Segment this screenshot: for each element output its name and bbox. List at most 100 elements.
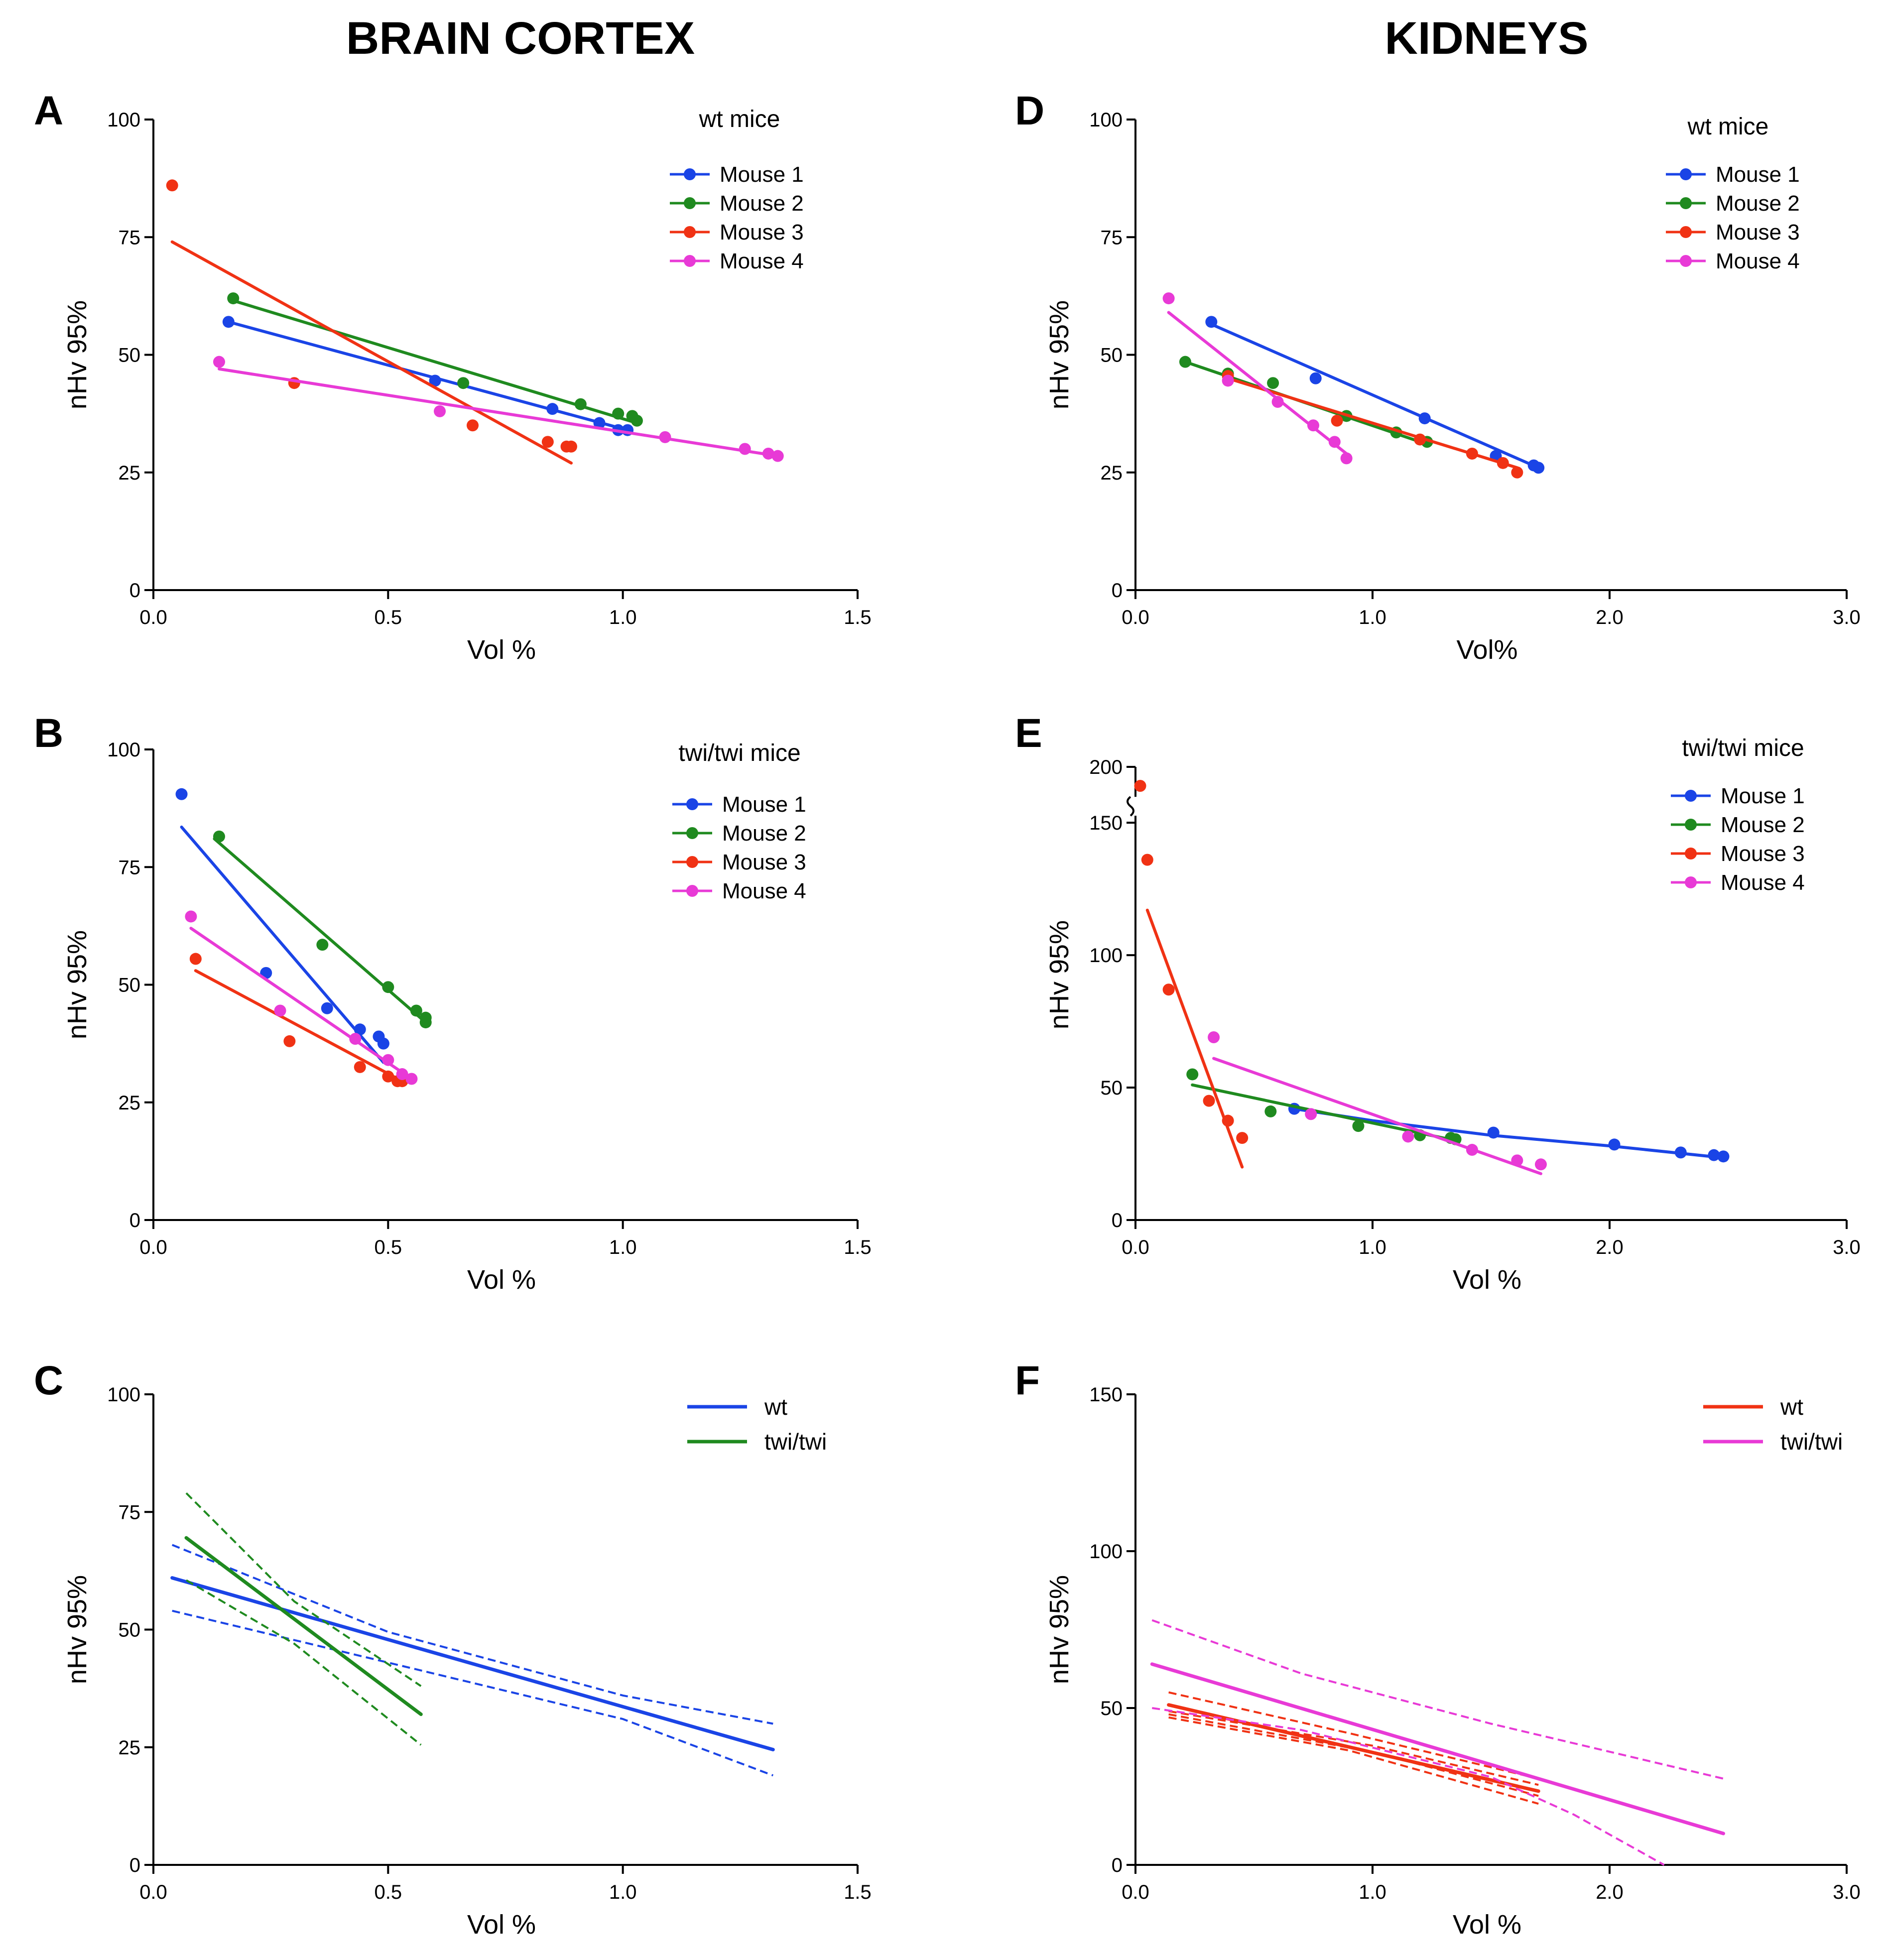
- data-point: [1331, 414, 1343, 427]
- data-point: [1414, 433, 1426, 446]
- panel-label-E: E: [1015, 711, 1042, 756]
- fit-line: [1145, 908, 1244, 1169]
- legend-label: Mouse 2: [720, 191, 804, 216]
- fit-line: [227, 320, 629, 432]
- legend-marker: [686, 798, 698, 810]
- data-point: [354, 1061, 366, 1073]
- x-tick-label: 1.0: [609, 1881, 637, 1903]
- x-tick-label: 1.5: [844, 1881, 872, 1903]
- y-tick-label: 50: [1101, 1698, 1123, 1719]
- data-point: [1402, 1130, 1414, 1143]
- data-point: [283, 1035, 296, 1047]
- legend-title: wt mice: [1687, 114, 1769, 140]
- data-point: [354, 1023, 366, 1036]
- legend-marker: [1680, 226, 1692, 238]
- y-tick-label: 25: [119, 1092, 141, 1114]
- fit-line: [1212, 1057, 1542, 1175]
- data-point: [1307, 419, 1319, 432]
- panel-B: B 0 25 50 75 100 0.0 0.5 1.0 1.5 Vol % nHv 95% Mouse…: [34, 711, 872, 1295]
- data-point: [630, 414, 643, 427]
- y-tick-label: 50: [119, 975, 141, 996]
- x-axis-label: Vol %: [1453, 1265, 1521, 1295]
- x-tick-label: 1.0: [609, 607, 637, 628]
- y-axis-label: nHv 95%: [1044, 920, 1074, 1029]
- legend-label: wt: [1780, 1394, 1803, 1420]
- data-point: [377, 1037, 389, 1050]
- y-axis-label: nHv 95%: [62, 300, 92, 409]
- data-point: [467, 419, 479, 432]
- legend-marker: [686, 885, 698, 897]
- x-tick-label: 1.0: [609, 1236, 637, 1258]
- series-mouse-1: [175, 788, 389, 1064]
- y-tick-label: 0: [1112, 1210, 1123, 1231]
- legend-label: Mouse 4: [1716, 249, 1800, 273]
- y-axis-label: nHv 95%: [62, 1575, 92, 1684]
- fit-line: [1210, 323, 1540, 470]
- data-point: [213, 356, 225, 368]
- data-point: [222, 316, 235, 328]
- fit-line: [218, 367, 779, 458]
- data-point: [1222, 1114, 1234, 1127]
- x-axis-label: Vol %: [467, 1265, 536, 1295]
- legend-title: twi/twi mice: [678, 740, 800, 766]
- panel-D: D 0 25 50 75 100 0.0 1.0 2.0 3.0 Vol% nHv 95% Mouse …: [1015, 88, 1861, 665]
- x-tick-label: 0.5: [375, 1236, 402, 1258]
- x-tick-label: 0.0: [1122, 1236, 1149, 1258]
- x-tick-label: 1.0: [1359, 607, 1386, 628]
- data-point: [1203, 1095, 1215, 1107]
- y-tick-label: 100: [1089, 945, 1123, 967]
- legend-marker: [686, 827, 698, 839]
- series-mouse-3: [1222, 370, 1523, 479]
- data-point: [762, 447, 774, 460]
- legend-marker: [1685, 790, 1697, 802]
- ci-upper-line: [185, 1492, 422, 1687]
- fit-line: [170, 240, 573, 465]
- panel-C: C 0 25 50 75 100 0.0 0.5 1.0 1.5 Vol % nHv 95% wt twi…: [34, 1358, 872, 1940]
- data-point: [1497, 457, 1509, 469]
- data-point: [1141, 854, 1153, 866]
- series-wt: [1167, 1691, 1540, 1805]
- y-axis-label: nHv 95%: [62, 930, 92, 1039]
- series-mouse-2: [1186, 1068, 1462, 1145]
- panel-label-D: D: [1015, 88, 1044, 133]
- panel-label-C: C: [34, 1358, 63, 1403]
- x-tick-label: 0.0: [1122, 1881, 1149, 1903]
- series-mouse-1: [1205, 316, 1545, 474]
- y-tick-label: 0: [129, 580, 140, 602]
- data-point: [382, 1054, 394, 1066]
- ci-upper-line: [1168, 1691, 1539, 1780]
- series-mouse-3: [1134, 780, 1249, 1169]
- y-tick-label: 50: [119, 345, 141, 367]
- legend-marker: [1680, 255, 1692, 267]
- x-tick-label: 1.5: [844, 607, 872, 628]
- series-mouse-4: [1208, 1031, 1547, 1175]
- data-point: [1708, 1149, 1720, 1161]
- x-tick-label: 3.0: [1833, 1236, 1861, 1258]
- data-point: [541, 436, 554, 448]
- data-point: [213, 830, 225, 843]
- ci-upper-line: [1168, 1710, 1539, 1786]
- y-tick-label: 100: [107, 109, 140, 131]
- legend-marker: [1680, 197, 1692, 209]
- series-mouse-4: [1162, 292, 1353, 465]
- y-tick-label: 25: [1101, 462, 1123, 484]
- data-point: [546, 403, 559, 415]
- legend-label: Mouse 1: [1716, 162, 1800, 187]
- x-tick-label: 0.0: [139, 607, 167, 628]
- y-tick-label: 50: [1101, 345, 1123, 367]
- data-point: [1532, 462, 1545, 474]
- data-point: [185, 910, 197, 923]
- data-point: [1208, 1031, 1220, 1043]
- y-tick-label: 25: [119, 1737, 141, 1759]
- ci-upper-line: [1151, 1619, 1724, 1780]
- fit-line: [1292, 1107, 1725, 1159]
- y-tick-label: 0: [1112, 580, 1123, 602]
- legend-label: Mouse 1: [720, 162, 804, 187]
- data-point: [1162, 983, 1175, 996]
- data-point: [1267, 377, 1279, 389]
- legend-label: Mouse 3: [1721, 842, 1805, 866]
- series-mouse-2: [227, 292, 643, 427]
- data-point: [1487, 1126, 1500, 1139]
- data-point: [419, 1016, 432, 1029]
